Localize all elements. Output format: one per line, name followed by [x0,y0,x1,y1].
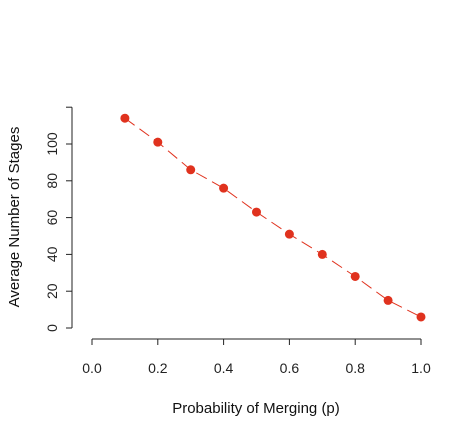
x-tick-label: 0.6 [280,360,300,376]
x-tick-label: 0.8 [345,360,365,376]
x-tick-label: 0.2 [148,360,168,376]
series-line [124,117,422,318]
y-tick-label: 40 [44,246,60,262]
data-point [350,271,360,281]
y-tick-label: 60 [44,210,60,226]
data-point [416,312,426,322]
data-point [120,113,130,123]
data-point [186,165,196,175]
y-tick-label: 80 [44,173,60,189]
y-axis-title: Average Number of Stages [6,127,23,308]
data-point [219,183,229,193]
y-tick-label: 20 [44,283,60,299]
data-point [284,229,294,239]
y-tick-label: 100 [44,132,60,156]
y-tick-label: 0 [44,324,60,332]
x-axis: 0.0 0.2 0.4 0.6 0.8 1.0 [82,338,431,376]
data-point [383,295,393,305]
data-point [252,207,261,217]
data-point [153,137,163,147]
data-point [317,249,327,259]
y-axis: 0 20 40 60 80 100 [44,106,73,332]
x-axis-title: Probability of Merging (p) [172,400,340,417]
x-tick-label: 0.0 [82,360,102,376]
x-tick-label: 0.4 [214,360,234,376]
x-tick-label: 1.0 [411,360,431,376]
plot-area [120,113,426,322]
